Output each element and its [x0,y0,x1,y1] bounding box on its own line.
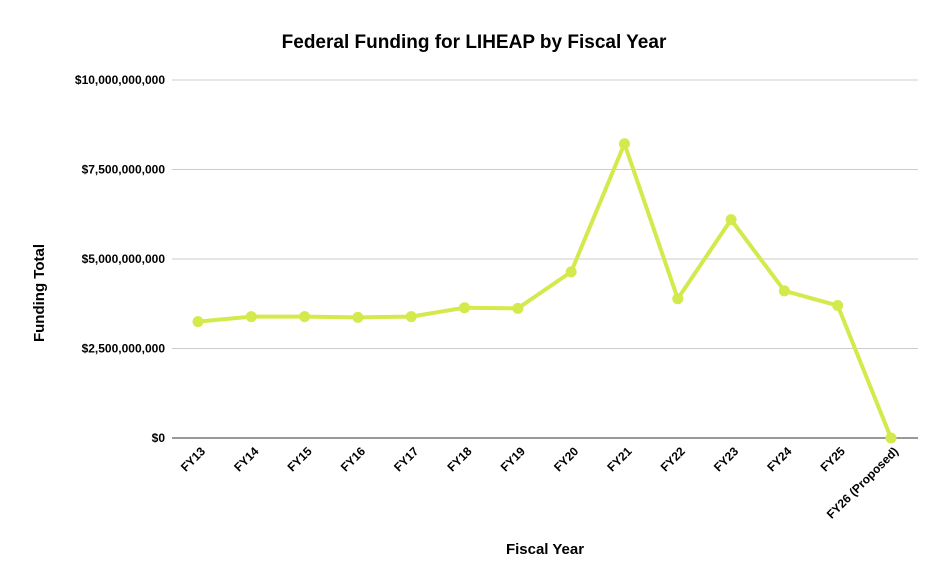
x-tick-label: FY21 [604,444,634,474]
data-point[interactable] [885,432,897,444]
gridlines [172,79,918,439]
data-point[interactable] [299,311,311,323]
x-tick-label: FY22 [658,444,688,474]
x-tick-label: FY24 [764,444,794,474]
x-tick-label: FY19 [498,444,528,474]
x-axis-ticks: FY13 FY14 FY15 FY16 FY17 FY18 FY19 FY20 FY21 FY22… [178,444,901,522]
data-point[interactable] [832,300,844,312]
y-tick-label: $5,000,000,000 [82,252,166,266]
data-point[interactable] [459,302,471,314]
data-point[interactable] [565,266,577,278]
y-axis-ticks: $0 $2,500,000,000 $5,000,000,000 $7,500,000… [75,73,165,445]
chart-title: Federal Funding for LIHEAP by Fiscal Yea… [282,32,667,53]
data-point[interactable] [512,302,524,314]
x-tick-label: FY18 [444,444,474,474]
data-point[interactable] [725,214,737,226]
x-tick-label: FY17 [391,444,421,474]
x-tick-label: FY16 [338,444,368,474]
data-point[interactable] [672,293,684,305]
x-tick-label: FY15 [285,444,315,474]
data-point[interactable] [618,138,630,150]
y-axis-title: Funding Total [31,244,48,342]
series-line [196,141,893,440]
x-tick-label: FY14 [231,444,261,474]
y-tick-label: $2,500,000,000 [82,342,166,356]
y-tick-label: $0 [152,431,166,445]
x-tick-label: FY23 [711,444,741,474]
x-tick-label: FY20 [551,444,581,474]
data-point[interactable] [192,316,204,328]
x-tick-label: FY25 [818,444,848,474]
data-point[interactable] [405,311,417,323]
x-tick-label: FY13 [178,444,208,474]
x-axis-title: Fiscal Year [506,541,584,558]
series-layer [192,138,897,444]
data-point[interactable] [245,311,257,323]
y-tick-label: $7,500,000,000 [82,163,166,177]
data-point[interactable] [352,311,364,323]
data-point[interactable] [778,285,790,297]
y-tick-label: $10,000,000,000 [75,73,165,87]
